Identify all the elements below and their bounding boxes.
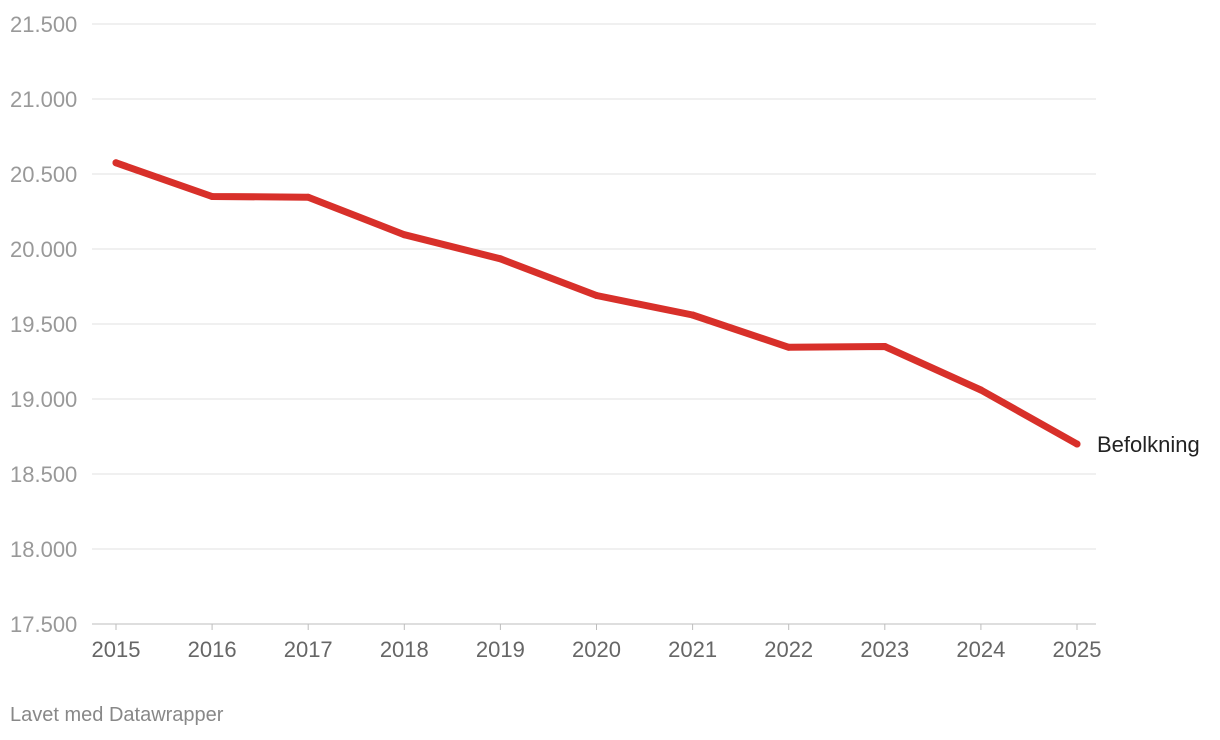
credit-footer[interactable]: Lavet med Datawrapper	[10, 704, 224, 726]
y-tick-label: 21.500	[10, 12, 77, 37]
x-tick-label: 2016	[188, 637, 237, 662]
x-tick-label: 2015	[92, 637, 141, 662]
x-tick-label: 2024	[956, 637, 1005, 662]
x-tick-label: 2020	[572, 637, 621, 662]
y-tick-label: 17.500	[10, 612, 77, 637]
gridlines	[92, 23, 1096, 550]
data-point[interactable]	[112, 159, 120, 167]
x-tick-label: 2018	[380, 637, 429, 662]
series-label-befolkning: Befolkning	[1097, 432, 1200, 457]
data-point[interactable]	[1073, 440, 1081, 448]
x-tick-label: 2025	[1053, 637, 1102, 662]
x-tick-label: 2022	[764, 637, 813, 662]
y-tick-label: 18.500	[10, 462, 77, 487]
data-point[interactable]	[785, 343, 793, 351]
x-tick-label: 2017	[284, 637, 333, 662]
population-line-chart: 21.500 21.000 20.500 20.000 19.500 19.000 18.5…	[10, 12, 1200, 662]
x-tick-label: 2019	[476, 637, 525, 662]
y-tick-label: 20.000	[10, 237, 77, 262]
y-tick-label: 20.500	[10, 162, 77, 187]
x-axis: 2015 2016 2017 2018 2019 2020 2021 2022 2023 2024…	[92, 623, 1102, 662]
y-tick-label: 18.000	[10, 537, 77, 562]
data-point[interactable]	[977, 386, 985, 394]
data-point[interactable]	[208, 193, 216, 200]
data-point[interactable]	[689, 311, 697, 319]
y-tick-label: 19.500	[10, 312, 77, 337]
y-axis: 21.500 21.000 20.500 20.000 19.500 19.000 18.5…	[10, 12, 77, 637]
y-tick-label: 19.000	[10, 387, 77, 412]
series-layer: Befolkning	[112, 159, 1200, 457]
x-tick-label: 2023	[860, 637, 909, 662]
data-point[interactable]	[304, 193, 312, 201]
data-point[interactable]	[881, 343, 889, 350]
data-point[interactable]	[400, 231, 408, 239]
y-tick-label: 21.000	[10, 87, 77, 112]
x-tick-label: 2021	[668, 637, 717, 662]
series-line-befolkning[interactable]	[112, 159, 1081, 448]
data-point[interactable]	[496, 255, 504, 263]
data-point[interactable]	[593, 292, 600, 299]
